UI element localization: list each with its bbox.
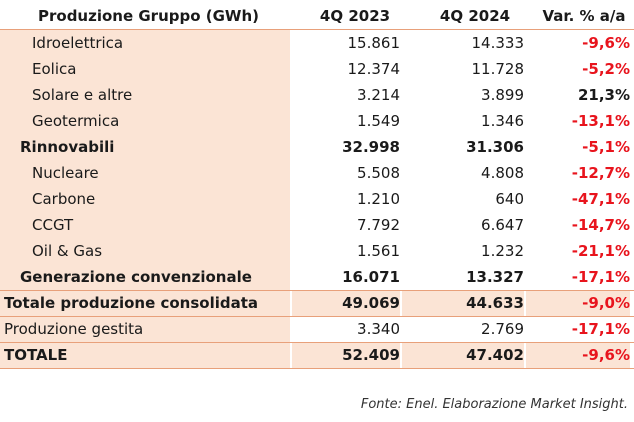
value-4q2024: 47.402 — [402, 343, 524, 368]
value-variation: -9,6% — [526, 343, 630, 368]
value-4q2024: 13.327 — [466, 268, 524, 286]
table-row: Eolica 12.374 11.728 -5,2% — [0, 56, 634, 82]
value-4q2024: 1.346 — [481, 112, 524, 130]
table-row: CCGT 7.792 6.647 -14,7% — [0, 212, 634, 238]
table-header: Produzione Gruppo (GWh) 4Q 2023 4Q 2024 … — [0, 0, 634, 30]
value-4q2023: 49.069 — [292, 291, 400, 316]
source-note: Fonte: Enel. Elaborazione Market Insight… — [360, 397, 628, 412]
value-4q2024: 11.728 — [471, 60, 525, 78]
value-4q2023: 32.998 — [342, 138, 400, 156]
table-row: Idroelettrica 15.861 14.333 -9,6% — [0, 30, 634, 56]
table-row: Oil & Gas 1.561 1.232 -21,1% — [0, 238, 634, 264]
value-4q2024: 44.633 — [402, 291, 524, 316]
value-4q2024: 2.769 — [481, 320, 524, 338]
value-4q2024: 14.333 — [471, 34, 525, 52]
row-label: Rinnovabili — [0, 134, 290, 160]
value-variation: -5,2% — [582, 60, 630, 78]
value-variation: -13,1% — [571, 112, 630, 130]
value-4q2024: 6.647 — [481, 216, 524, 234]
value-variation: -47,1% — [571, 190, 630, 208]
value-4q2023: 1.210 — [357, 190, 400, 208]
value-4q2023: 1.549 — [357, 112, 400, 130]
row-label: Nucleare — [0, 160, 290, 186]
table-row: Produzione gestita 3.340 2.769 -17,1% — [0, 316, 634, 342]
value-variation: 21,3% — [577, 86, 630, 104]
header-label: Produzione Gruppo (GWh) — [38, 7, 260, 25]
row-label: Solare e altre — [0, 82, 290, 108]
value-variation: -9,6% — [582, 34, 630, 52]
value-4q2024: 31.306 — [466, 138, 524, 156]
table-row: Nucleare 5.508 4.808 -12,7% — [0, 160, 634, 186]
value-variation: -17,1% — [571, 320, 630, 338]
value-variation: -5,1% — [582, 138, 630, 156]
row-label: Geotermica — [0, 108, 290, 134]
value-4q2023: 5.508 — [357, 164, 400, 182]
row-label: Produzione gestita — [0, 317, 290, 342]
row-label: Totale produzione consolidata — [0, 291, 290, 316]
row-label: TOTALE — [0, 343, 290, 368]
value-4q2023: 16.071 — [342, 268, 400, 286]
value-4q2023: 7.792 — [357, 216, 400, 234]
value-variation: -14,7% — [571, 216, 630, 234]
header-col-4q2024: 4Q 2024 — [439, 7, 511, 25]
row-label: Eolica — [0, 56, 290, 82]
table-row: Geotermica 1.549 1.346 -13,1% — [0, 108, 634, 134]
value-4q2023: 3.214 — [357, 86, 400, 104]
row-label: Generazione convenzionale — [0, 264, 290, 290]
row-label: Oil & Gas — [0, 238, 290, 264]
table-row-consolidated-total: Totale produzione consolidata 49.069 44.… — [0, 290, 634, 316]
header-rule — [0, 29, 634, 30]
value-4q2024: 4.808 — [481, 164, 524, 182]
table-row: Carbone 1.210 640 -47,1% — [0, 186, 634, 212]
row-label: Idroelettrica — [0, 30, 290, 56]
value-4q2023: 12.374 — [347, 60, 401, 78]
production-table: Idroelettrica 15.861 14.333 -9,6% Eolica… — [0, 30, 634, 369]
header-col-4q2023: 4Q 2023 — [319, 7, 391, 25]
value-variation: -12,7% — [571, 164, 630, 182]
value-4q2023: 3.340 — [357, 320, 400, 338]
value-4q2024: 640 — [495, 190, 524, 208]
table-row: Solare e altre 3.214 3.899 21,3% — [0, 82, 634, 108]
table-row-subtotal: Rinnovabili 32.998 31.306 -5,1% — [0, 134, 634, 160]
value-4q2023: 15.861 — [347, 34, 401, 52]
value-4q2023: 52.409 — [292, 343, 400, 368]
table-row-grand-total: TOTALE 52.409 47.402 -9,6% — [0, 342, 634, 369]
table-row-subtotal: Generazione convenzionale 16.071 13.327 … — [0, 264, 634, 290]
value-variation: -9,0% — [526, 291, 630, 316]
row-label: CCGT — [0, 212, 290, 238]
value-4q2024: 3.899 — [481, 86, 524, 104]
header-col-variation: Var. % a/a — [542, 7, 626, 25]
value-variation: -21,1% — [571, 242, 630, 260]
value-variation: -17,1% — [571, 268, 630, 286]
value-4q2024: 1.232 — [481, 242, 524, 260]
row-label: Carbone — [0, 186, 290, 212]
value-4q2023: 1.561 — [357, 242, 400, 260]
